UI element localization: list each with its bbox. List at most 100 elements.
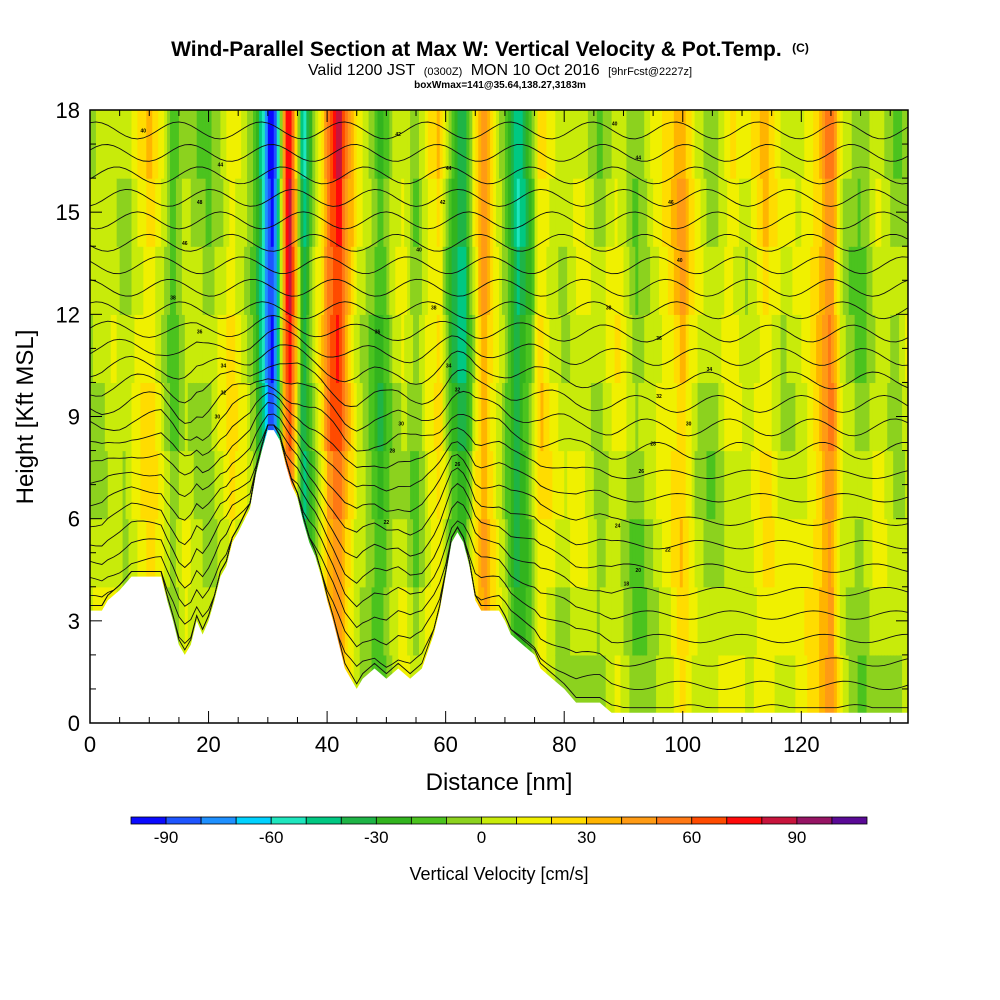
w-cell <box>653 586 657 656</box>
w-cell <box>528 246 533 315</box>
w-cell <box>783 654 788 723</box>
w-cell <box>641 246 645 315</box>
w-cell <box>632 314 636 384</box>
w-cell <box>220 246 224 315</box>
w-cell <box>611 586 616 656</box>
w-cell <box>774 586 779 656</box>
w-cell <box>558 178 562 247</box>
w-cell <box>632 586 636 656</box>
w-cell <box>330 382 334 452</box>
w-cell <box>875 586 879 656</box>
w-cell <box>596 654 601 723</box>
w-cell <box>759 586 764 656</box>
w-cell <box>282 110 287 179</box>
w-cell <box>878 586 882 656</box>
w-cell <box>771 314 776 384</box>
w-cell <box>620 450 625 520</box>
w-cell <box>869 246 874 315</box>
w-cell <box>608 178 613 247</box>
w-cell <box>436 518 441 588</box>
w-cell <box>161 178 165 247</box>
w-cell <box>155 110 159 179</box>
w-cell <box>602 518 607 588</box>
w-cell <box>416 110 420 179</box>
w-cell <box>697 246 702 315</box>
w-cell <box>501 450 506 520</box>
w-cell <box>196 450 201 520</box>
w-cell <box>662 382 666 452</box>
w-cell <box>899 314 903 384</box>
w-cell <box>279 382 284 452</box>
w-cell <box>264 110 269 179</box>
theta-contour-line <box>90 315 908 343</box>
w-cell <box>724 178 728 247</box>
w-cell <box>691 178 696 247</box>
w-cell <box>413 382 417 452</box>
w-cell <box>487 518 491 588</box>
w-cell <box>122 314 127 384</box>
w-cell <box>226 110 230 179</box>
w-cell <box>258 110 263 179</box>
w-cell <box>670 518 675 588</box>
w-cell <box>715 586 719 656</box>
w-cell <box>155 450 159 520</box>
w-cell <box>656 586 660 656</box>
w-cell <box>552 314 556 384</box>
w-cell <box>407 382 411 452</box>
w-cell <box>810 110 814 179</box>
w-cell <box>807 518 811 588</box>
w-cell <box>454 110 459 179</box>
theta-contour-line <box>90 424 908 620</box>
w-cell <box>294 450 299 520</box>
w-cell <box>149 110 153 179</box>
w-cell <box>122 450 127 520</box>
w-cell <box>466 450 470 520</box>
w-cell <box>199 246 204 315</box>
w-cell <box>833 518 838 588</box>
w-cell <box>584 246 589 315</box>
w-cell <box>315 518 319 588</box>
w-cell <box>451 178 456 247</box>
w-cell <box>172 110 177 179</box>
w-cell <box>401 382 405 452</box>
w-cell <box>742 518 746 588</box>
w-cell <box>122 110 127 179</box>
w-cell <box>700 518 705 588</box>
w-cell <box>718 450 722 520</box>
w-cell <box>172 382 177 452</box>
w-cell <box>353 450 358 520</box>
w-cell <box>416 246 420 315</box>
w-cell <box>878 450 882 520</box>
w-cell <box>253 246 257 315</box>
w-cell <box>584 450 589 520</box>
w-cell <box>579 110 583 179</box>
w-cell <box>294 314 299 384</box>
theta-contour-label: 26 <box>455 462 461 468</box>
w-cell <box>810 518 814 588</box>
w-cell <box>475 314 479 384</box>
w-cell <box>214 382 219 452</box>
w-cell <box>235 450 239 520</box>
theta-contour-label: 22 <box>665 547 671 553</box>
w-cell <box>558 314 562 384</box>
y-tick-label: 9 <box>68 405 80 430</box>
w-cell <box>570 586 574 656</box>
w-cell <box>590 586 595 656</box>
w-cell <box>813 450 817 520</box>
w-cell <box>807 314 811 384</box>
w-cell <box>664 450 669 520</box>
w-cell <box>813 382 817 452</box>
w-cell <box>371 382 376 452</box>
w-cell <box>235 314 239 384</box>
w-cell <box>813 178 817 247</box>
w-cell <box>291 178 296 247</box>
w-cell <box>682 178 687 247</box>
w-cell <box>371 450 376 520</box>
w-cell <box>857 518 862 588</box>
w-cell <box>534 110 539 179</box>
w-cell <box>869 518 874 588</box>
w-cell <box>522 382 527 452</box>
w-cell <box>98 246 103 315</box>
w-cell <box>546 450 550 520</box>
w-cell <box>258 178 263 247</box>
